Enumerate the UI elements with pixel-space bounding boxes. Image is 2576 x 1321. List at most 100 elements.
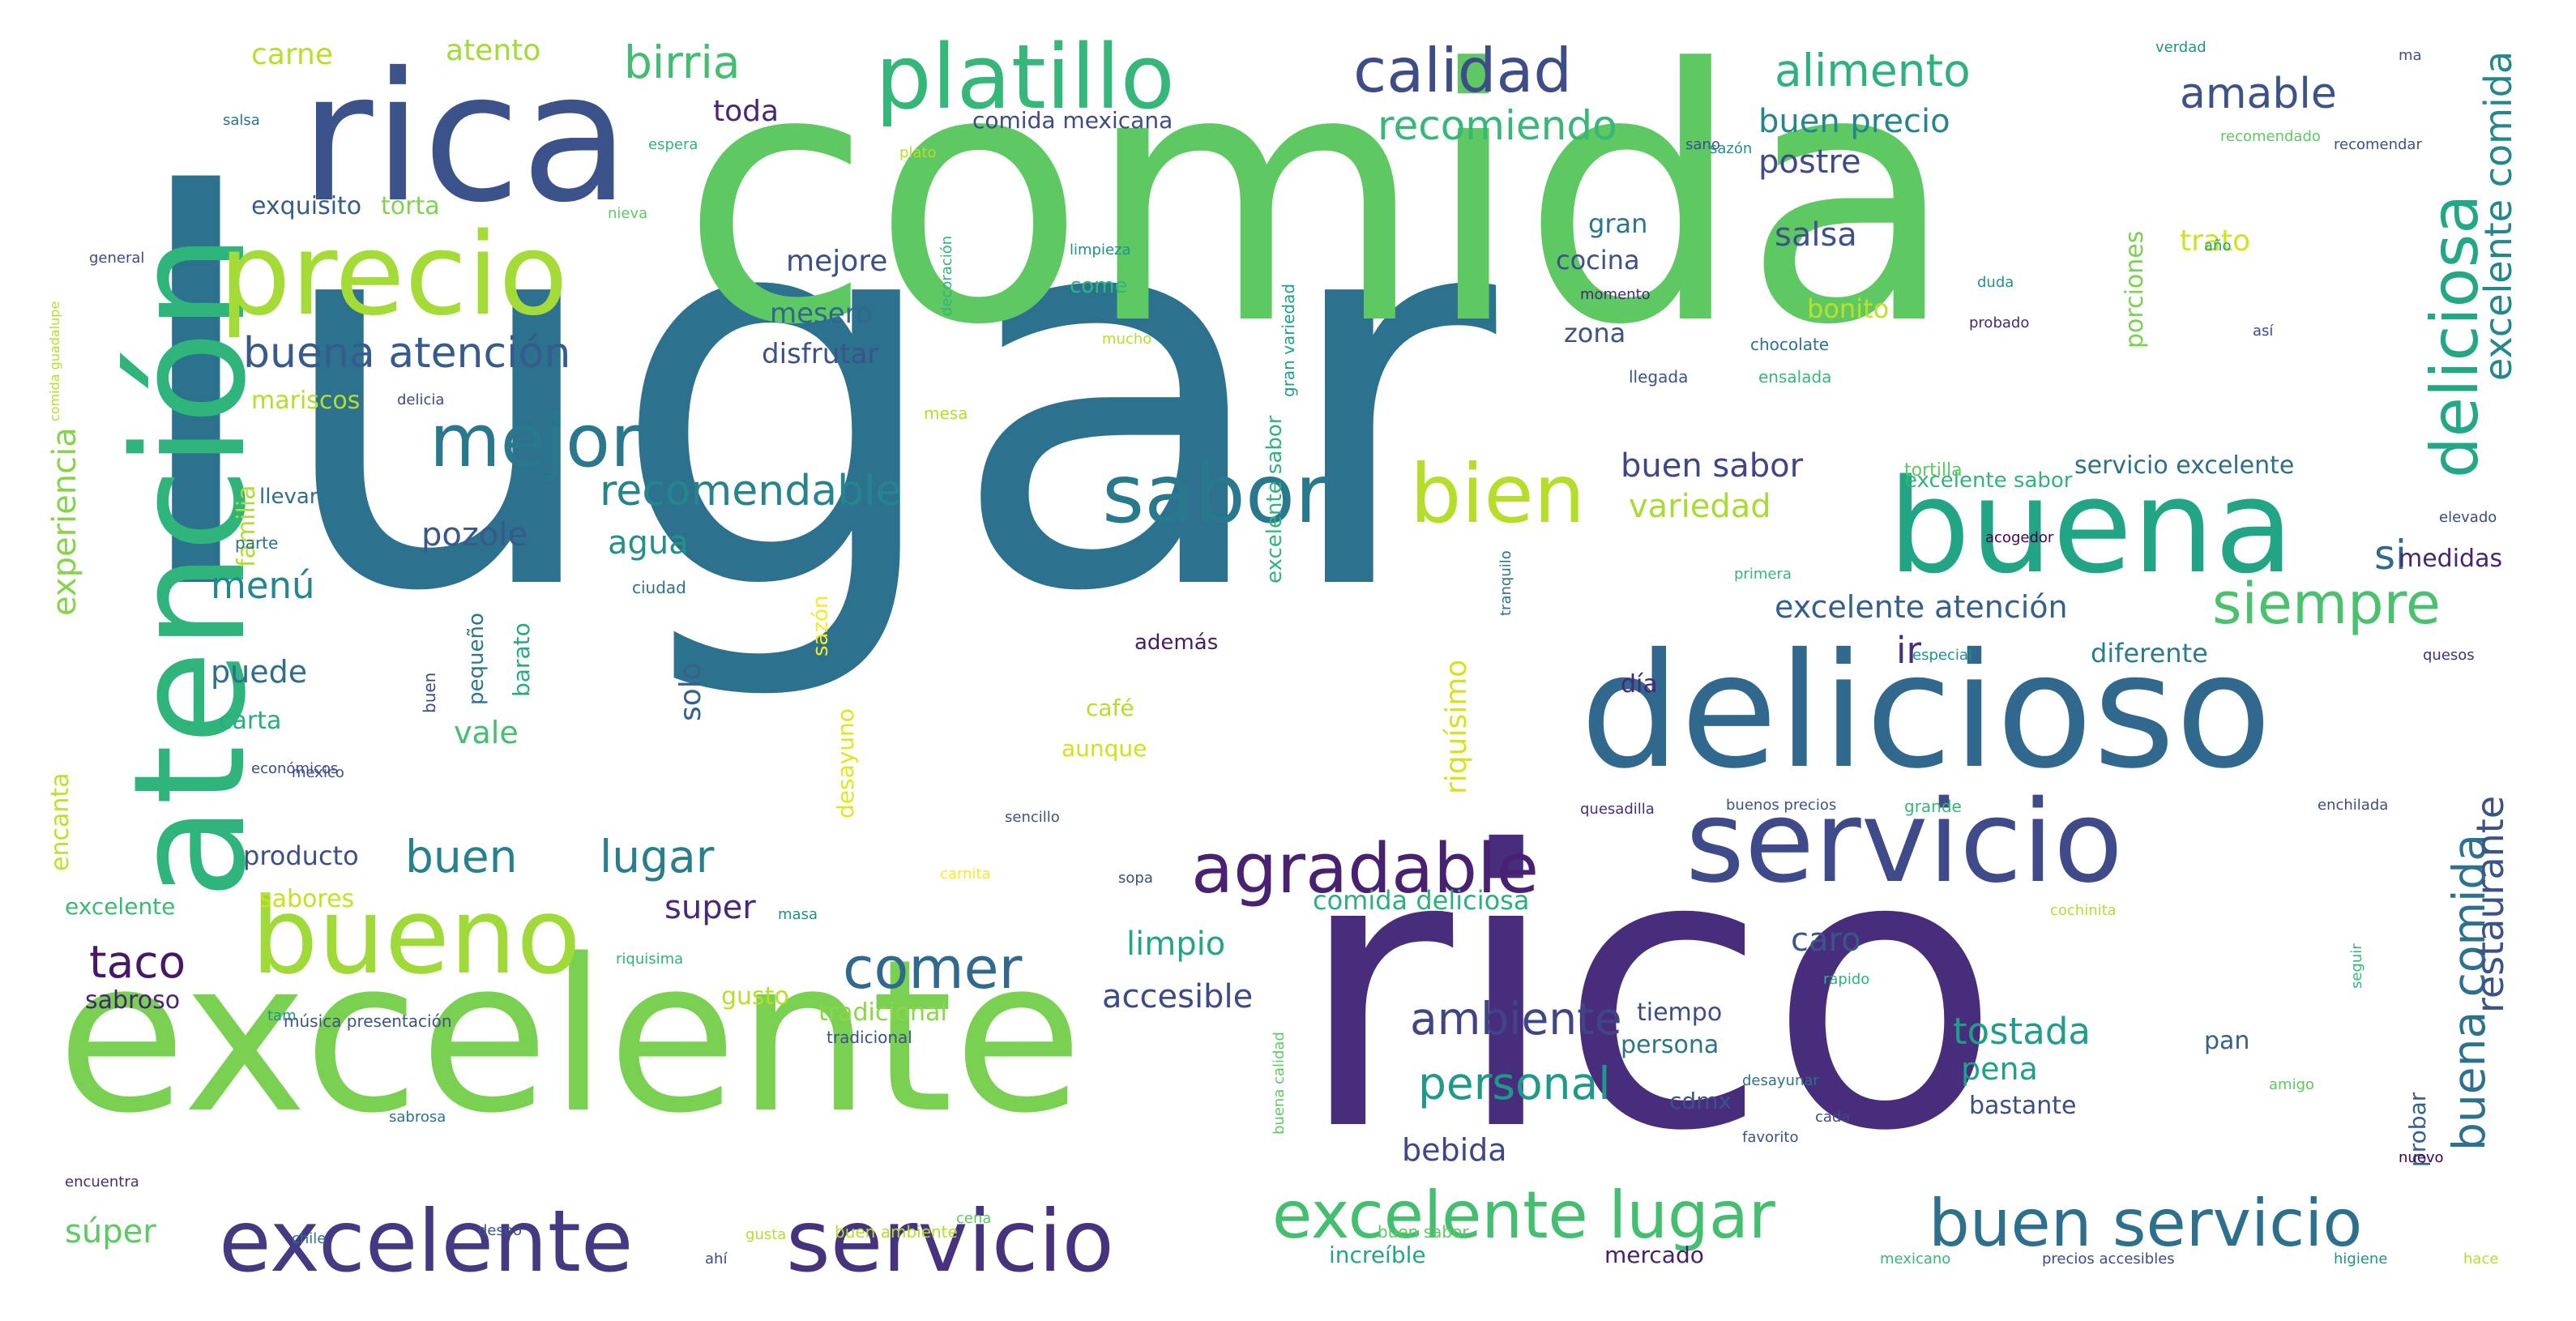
- word: excelente sabor: [1262, 415, 1287, 584]
- word: ensalada: [1758, 367, 1832, 387]
- word: amigo: [2269, 1076, 2315, 1093]
- word: deseo: [478, 1222, 522, 1239]
- word: buen ambiente: [835, 1222, 958, 1242]
- word: tam: [267, 1007, 297, 1024]
- word: cdmx: [1669, 1088, 1732, 1114]
- word: buen sabor: [1621, 447, 1804, 485]
- word: día: [1621, 670, 1658, 699]
- word: agradable: [1191, 829, 1539, 909]
- word: servicio excelente: [2074, 451, 2295, 480]
- word: mejor: [429, 399, 641, 484]
- word: aunque: [1062, 735, 1147, 762]
- word: llevar: [259, 485, 318, 509]
- word: come: [1070, 274, 1128, 298]
- word: café: [1086, 695, 1134, 721]
- word: masa: [778, 906, 818, 923]
- word: momento: [1580, 286, 1651, 303]
- word: pena: [1961, 1051, 2038, 1087]
- word: riquisima: [616, 951, 684, 968]
- word: bonito: [1807, 293, 1890, 324]
- word: buen servicio: [1929, 1186, 2363, 1261]
- word: quesos: [2423, 647, 2475, 664]
- word: gusta: [745, 1226, 787, 1243]
- word: bueno: [251, 874, 581, 998]
- word: sano: [1685, 136, 1720, 153]
- word: probado: [1969, 314, 2030, 331]
- word: familia: [233, 485, 261, 567]
- word: sabroso: [85, 986, 181, 1015]
- word: elevado: [2439, 509, 2497, 526]
- word: excelente: [57, 915, 1083, 1160]
- word: mucho: [1102, 331, 1152, 348]
- word: desayuno: [832, 708, 859, 819]
- word: bastante: [1969, 1092, 2077, 1120]
- word: lugar: [122, 85, 1497, 708]
- word: mariscos: [251, 387, 361, 415]
- word: cada: [1815, 1109, 1851, 1126]
- word: delicia: [397, 391, 445, 408]
- word: buen sabor: [1378, 1222, 1469, 1242]
- word: barato: [508, 622, 535, 697]
- word: sabores: [259, 885, 355, 913]
- word: sopa: [1118, 870, 1153, 887]
- word: plato: [899, 144, 937, 161]
- word: recomendado: [2220, 128, 2321, 145]
- word: solo: [674, 662, 707, 721]
- word: ciudad: [632, 578, 686, 597]
- word: mejore: [786, 245, 888, 278]
- word: super: [664, 889, 756, 926]
- word: mexico: [292, 764, 344, 781]
- word: exquisito: [251, 192, 362, 220]
- word: recomiendo: [1378, 102, 1617, 149]
- word: gran variedad: [1279, 283, 1298, 397]
- word: sazón: [1710, 140, 1753, 157]
- word: disfrutar: [762, 338, 879, 370]
- word: porciones: [2121, 230, 2149, 348]
- word: bebida: [1402, 1132, 1507, 1168]
- word: siempre: [2212, 571, 2441, 637]
- word: hace: [2463, 1250, 2499, 1268]
- word: lugar: [600, 831, 715, 883]
- word: carne: [251, 38, 333, 71]
- word: ahí: [705, 1250, 728, 1268]
- word: económicos: [251, 760, 339, 777]
- word: pozole: [421, 516, 528, 554]
- word: comida deliciosa: [1313, 885, 1530, 916]
- word: espera: [648, 136, 698, 153]
- word: limpieza: [1070, 242, 1131, 259]
- word: ma: [2399, 47, 2422, 64]
- word: persona: [1621, 1031, 1719, 1059]
- word: buenos precios: [1726, 797, 1837, 814]
- word: acogedor: [1985, 529, 2054, 546]
- word: recomendar: [2334, 136, 2422, 153]
- word: especial: [1912, 647, 1972, 664]
- word: encuentra: [65, 1174, 139, 1191]
- word: medidas: [2399, 545, 2503, 573]
- word: nuevo: [2399, 1149, 2444, 1166]
- word: zona: [1564, 318, 1626, 348]
- word: llegada: [1629, 367, 1689, 387]
- word: bien: [1410, 447, 1586, 541]
- word: rico: [1297, 771, 2001, 1214]
- word: general: [89, 250, 145, 267]
- word: tortilla: [1904, 460, 1963, 481]
- word: amable: [2180, 70, 2337, 118]
- word: vale: [454, 715, 519, 750]
- word: súper: [65, 1213, 156, 1250]
- word: buen: [420, 672, 439, 713]
- word: servicio: [1685, 776, 2123, 908]
- word: rica: [300, 34, 630, 242]
- word: parte: [235, 533, 279, 553]
- word: servicio: [786, 1192, 1114, 1291]
- word: tradicional: [818, 998, 947, 1027]
- word: buena: [1888, 451, 2294, 602]
- word: duda: [1977, 274, 2014, 291]
- word: tradicional: [827, 1028, 912, 1047]
- word: mexicano: [1880, 1250, 1951, 1268]
- word: gran: [1588, 208, 1648, 239]
- word: pequeño: [464, 613, 489, 705]
- word: experiencia: [46, 427, 83, 616]
- word: producto: [243, 840, 359, 871]
- word: decoración: [938, 235, 955, 316]
